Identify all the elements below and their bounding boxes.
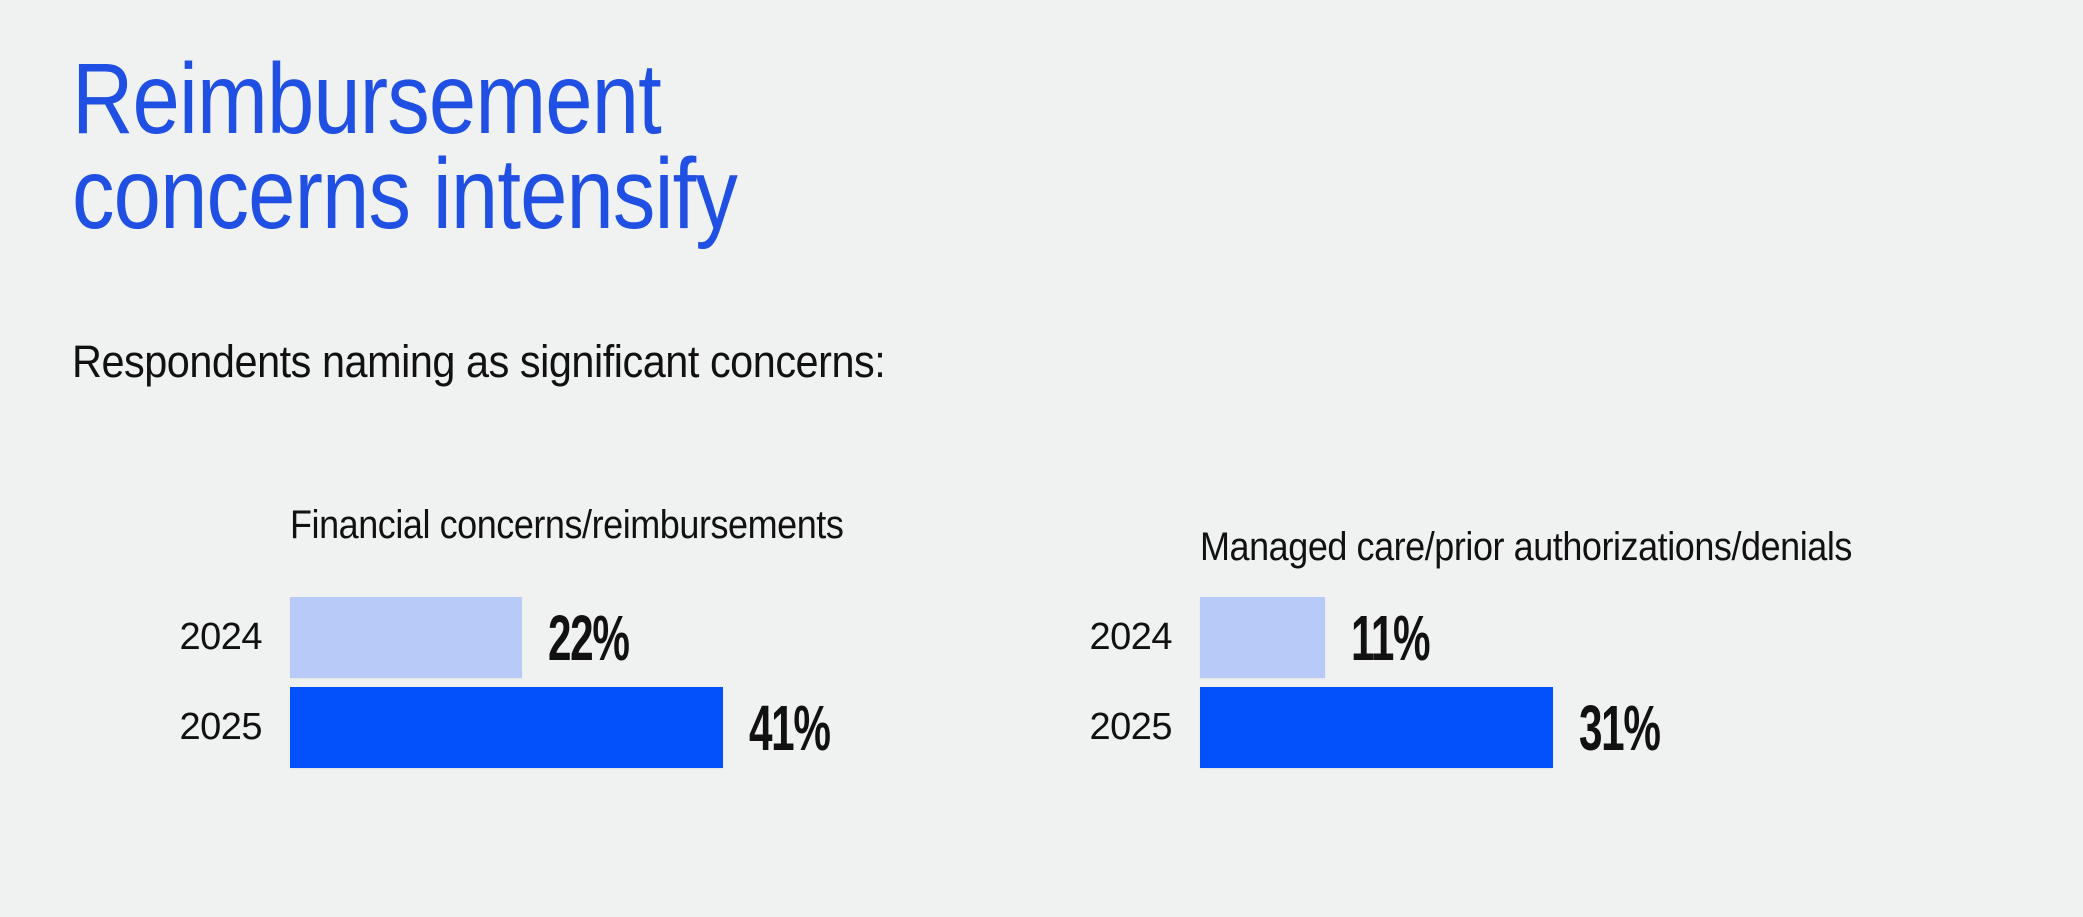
page-title: Reimbursement concerns intensify — [72, 43, 854, 250]
bar-row-2025: 2025 41% — [170, 687, 905, 768]
year-label-2025: 2025 — [179, 706, 262, 748]
page-title-line-2: concerns intensify — [72, 138, 738, 250]
chart-title-managed-care: Managed care/prior authorizations/denial… — [1200, 525, 1852, 569]
value-label-41pct: 41% — [749, 691, 831, 764]
chart-managed-care: Managed care/prior authorizations/denial… — [1080, 497, 1924, 777]
bar-2025-managed-care — [1200, 687, 1553, 768]
year-label-2025: 2025 — [1089, 706, 1172, 748]
bar-row-2024: 2024 22% — [170, 597, 905, 678]
bar-2024-managed-care — [1200, 597, 1325, 678]
value-label-31pct: 31% — [1579, 691, 1661, 764]
page-title-line-1: Reimbursement — [72, 43, 662, 155]
bar-2024-financial — [290, 597, 522, 678]
chart-financial-concerns: Financial concerns/reimbursements 2024 2… — [170, 497, 905, 777]
bar-row-2025: 2025 31% — [1080, 687, 1924, 768]
year-label-2024: 2024 — [179, 616, 262, 658]
value-label-11pct: 11% — [1351, 601, 1431, 674]
value-label-22pct: 22% — [548, 601, 630, 674]
chart-title-financial: Financial concerns/reimbursements — [290, 503, 844, 547]
bar-row-2024: 2024 11% — [1080, 597, 1924, 678]
page-subtitle: Respondents naming as significant concer… — [72, 336, 886, 387]
bar-2025-financial — [290, 687, 723, 768]
year-label-2024: 2024 — [1089, 616, 1172, 658]
